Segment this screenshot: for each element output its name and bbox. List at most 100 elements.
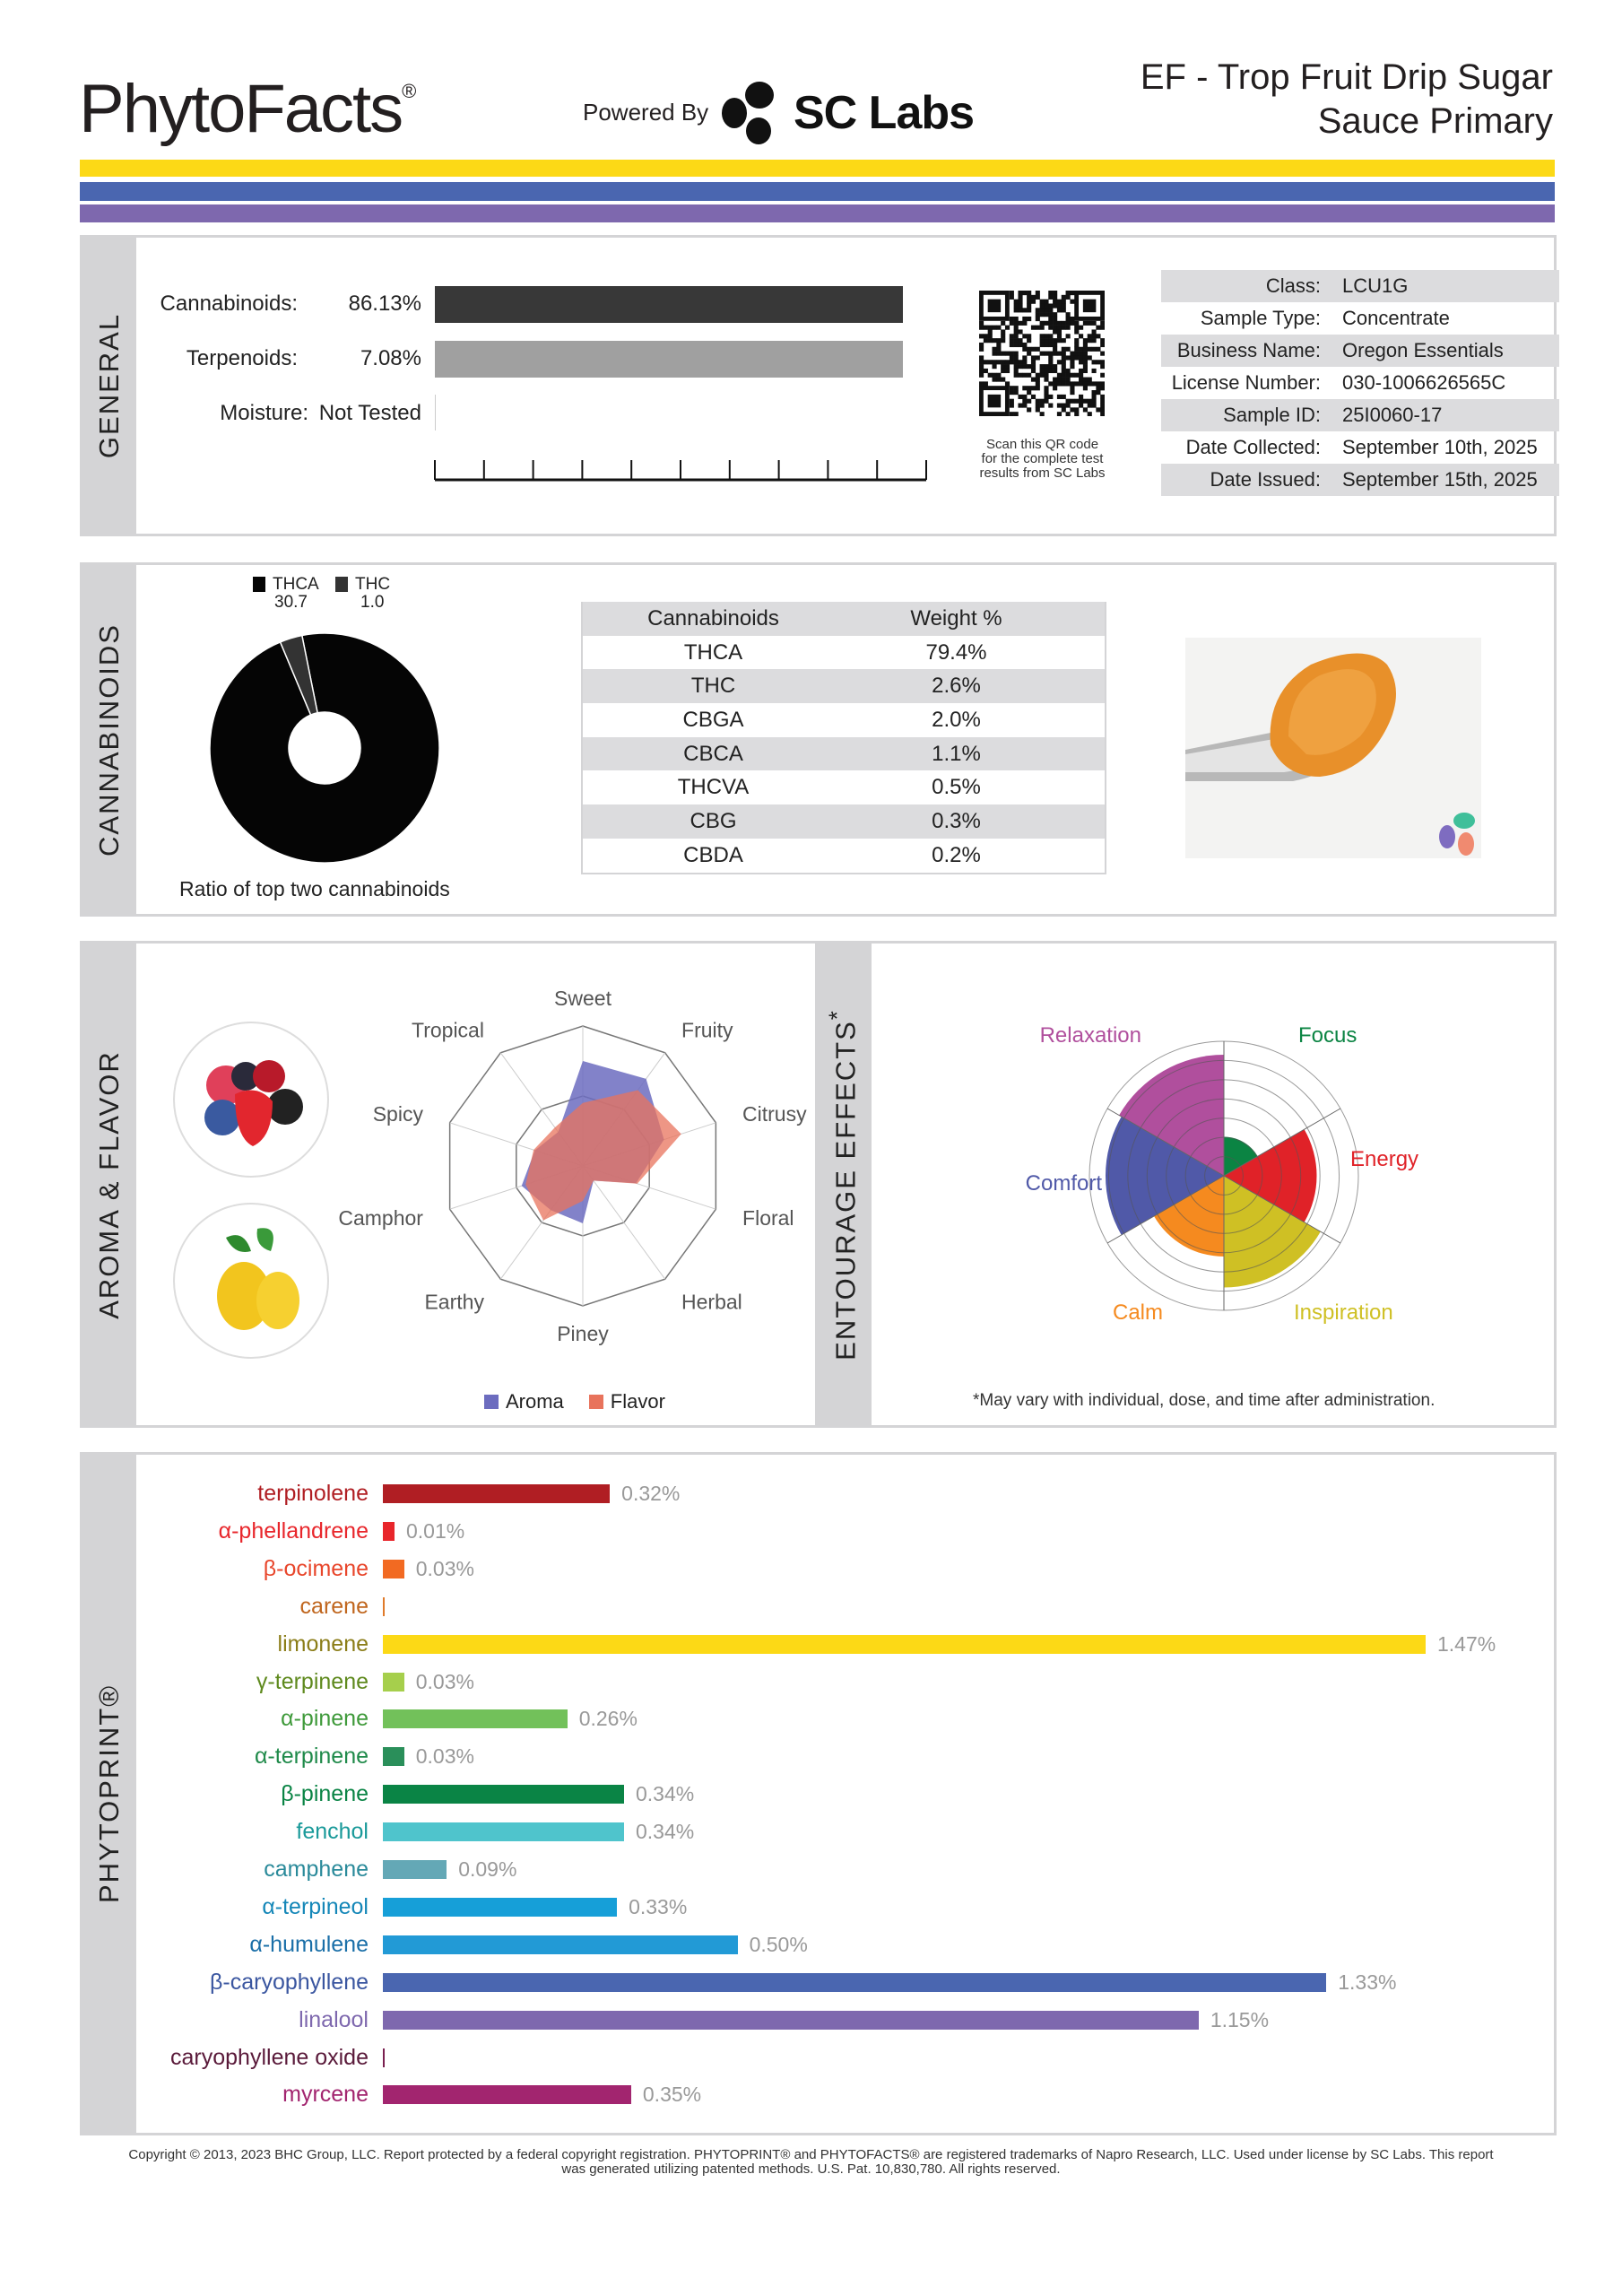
- terpene-value: 0.32%: [621, 1482, 681, 1505]
- terpene-value: 0.34%: [635, 1782, 695, 1806]
- effect-wedge-inspiration: [1224, 1176, 1321, 1288]
- sc-labs-wordmark: SC Labs: [794, 87, 975, 139]
- info-key: Business Name:: [1176, 339, 1321, 361]
- aroma-sidebar: AROMA & FLAVOR: [82, 944, 136, 1425]
- info-row: Sample Type: Concentrate: [1161, 302, 1559, 335]
- footer-line1: Copyright © 2013, 2023 BHC Group, LLC. R…: [128, 2147, 1494, 2162]
- terpene-bar: [383, 2085, 631, 2105]
- info-value: Concentrate: [1342, 307, 1450, 329]
- column-header: Cannabinoids: [647, 606, 779, 631]
- sc-labs-mark-icon: [722, 82, 774, 144]
- polar-spoke: [1223, 1175, 1341, 1244]
- legend-label: Aroma: [506, 1390, 564, 1413]
- product-title-line2: Sauce Primary: [1317, 101, 1553, 141]
- terpenoids-bar: [435, 341, 903, 378]
- terpene-value: 0.26%: [578, 1707, 638, 1731]
- terpene-value: 0.03%: [415, 1556, 474, 1580]
- table-row: CBCA 1.1%: [583, 736, 1105, 771]
- effect-wedge-calm: [1154, 1176, 1224, 1257]
- info-key: Date Issued:: [1210, 468, 1321, 491]
- stripe-blue: [80, 182, 1555, 201]
- aroma-section-label: AROMA & FLAVOR: [93, 1049, 125, 1319]
- terpene-label: terpinolene: [257, 1481, 369, 1506]
- legend-swatch: [588, 1395, 603, 1409]
- donut-slice-thca: [209, 632, 440, 864]
- column-header: Weight %: [910, 606, 1002, 631]
- terpene-label: caryophyllene oxide: [170, 2044, 369, 2070]
- entourage-footnote: *May vary with individual, dose, and tim…: [973, 1391, 1436, 1410]
- table-row: CBG 0.3%: [583, 804, 1105, 839]
- terpene-value: 0.03%: [415, 1744, 474, 1769]
- terpene-bar: [383, 1822, 624, 1842]
- powered-by-label: Powered By: [583, 99, 709, 126]
- info-row: License Number: 030-1006626565C: [1161, 367, 1559, 399]
- table-header: Cannabinoids Weight %: [583, 602, 1105, 636]
- legend-item-flavor: Flavor: [588, 1390, 665, 1413]
- weight-cell: 79.4%: [925, 639, 987, 665]
- terpene-value: 0.09%: [458, 1857, 517, 1881]
- legend-name-thc: THC: [355, 575, 391, 594]
- sc-labs-dot-icon: [1453, 813, 1475, 829]
- radar-axis-label: Tropical: [412, 1019, 484, 1042]
- terpene-label: camphene: [264, 1857, 369, 1882]
- terpene-bar: [383, 1785, 624, 1805]
- entourage-effects-chart: Focus Energy Inspiration Calm Comfort Relaxat…: [1026, 1023, 1418, 1325]
- terpene-bar: [383, 1897, 618, 1917]
- terpene-value: 0.03%: [415, 1669, 474, 1693]
- terpene-bar: [383, 1521, 395, 1541]
- terpene-bar: [383, 1972, 1327, 1992]
- moisture-label: Moisture:: [220, 401, 308, 425]
- terpene-bar: [383, 1860, 447, 1879]
- table-row: CBGA 2.0%: [583, 703, 1105, 737]
- info-row: Business Name: Oregon Essentials: [1161, 335, 1559, 367]
- radar-axis-label: Floral: [742, 1206, 794, 1230]
- radar-axis-label: Earthy: [424, 1290, 484, 1313]
- qr-code[interactable]: [979, 291, 1105, 416]
- info-key: License Number:: [1171, 371, 1321, 394]
- terpene-label: β-ocimene: [263, 1555, 369, 1581]
- lemons-image: [173, 1203, 329, 1359]
- phytoprint-sidebar: PHYTOPRINT®: [82, 1455, 136, 2133]
- qr-caption: Scan this QR code for the complete test …: [950, 438, 1134, 481]
- radar-series-flavor: [525, 1090, 681, 1221]
- stripe-purple: [80, 204, 1555, 222]
- radar-spoke: [582, 1165, 666, 1280]
- terpene-bar: [383, 2010, 1199, 2030]
- effect-wedge-relaxation: [1119, 1055, 1224, 1176]
- entourage-sidebar: ENTOURAGE EFFECTS*: [815, 944, 872, 1425]
- terpene-label: fenchol: [296, 1819, 369, 1845]
- general-sidebar: GENERAL: [82, 238, 136, 534]
- legend-value-thc: 1.0: [360, 593, 385, 612]
- terpene-label: limonene: [277, 1631, 369, 1657]
- cannabinoids-value: 86.13%: [348, 291, 421, 316]
- cannabinoid-donut-chart: [209, 632, 440, 864]
- berries-image: [173, 1022, 329, 1178]
- weight-cell: 0.3%: [932, 809, 981, 834]
- cannabinoid-cell: CBDA: [683, 842, 743, 867]
- info-value: 25I0060-17: [1342, 404, 1443, 426]
- terpene-label: carene: [299, 1593, 369, 1619]
- sc-labs-logo: SC Labs: [717, 79, 986, 146]
- weight-cell: 2.6%: [932, 674, 981, 699]
- terpene-bar: [383, 1709, 568, 1729]
- terpene-value: 0.35%: [642, 2083, 702, 2107]
- weight-cell: 1.1%: [932, 741, 981, 766]
- terpene-bar: [383, 1672, 404, 1692]
- footer-line2: was generated utilizing patented methods…: [561, 2161, 1061, 2177]
- terpene-label: myrcene: [282, 2082, 369, 2108]
- info-value: September 10th, 2025: [1342, 436, 1538, 458]
- table-row: THCVA 0.5%: [583, 770, 1105, 804]
- table-row: THC 2.6%: [583, 669, 1105, 704]
- terpene-value: 0.50%: [749, 1932, 808, 1956]
- terpene-bar: [383, 1935, 738, 1954]
- legend-value-thca: 30.7: [274, 593, 308, 612]
- effect-wedge-energy: [1224, 1129, 1317, 1222]
- terpene-label: γ-terpinene: [256, 1668, 369, 1694]
- legend-swatch: [484, 1395, 499, 1409]
- terpenoids-value: 7.08%: [360, 346, 421, 370]
- terpene-label: β-caryophyllene: [210, 1969, 369, 1995]
- moisture-divider: [435, 395, 436, 430]
- donut-caption: Ratio of top two cannabinoids: [179, 877, 450, 900]
- terpene-value: 1.47%: [1437, 1631, 1496, 1656]
- polar-spoke: [1223, 1108, 1341, 1177]
